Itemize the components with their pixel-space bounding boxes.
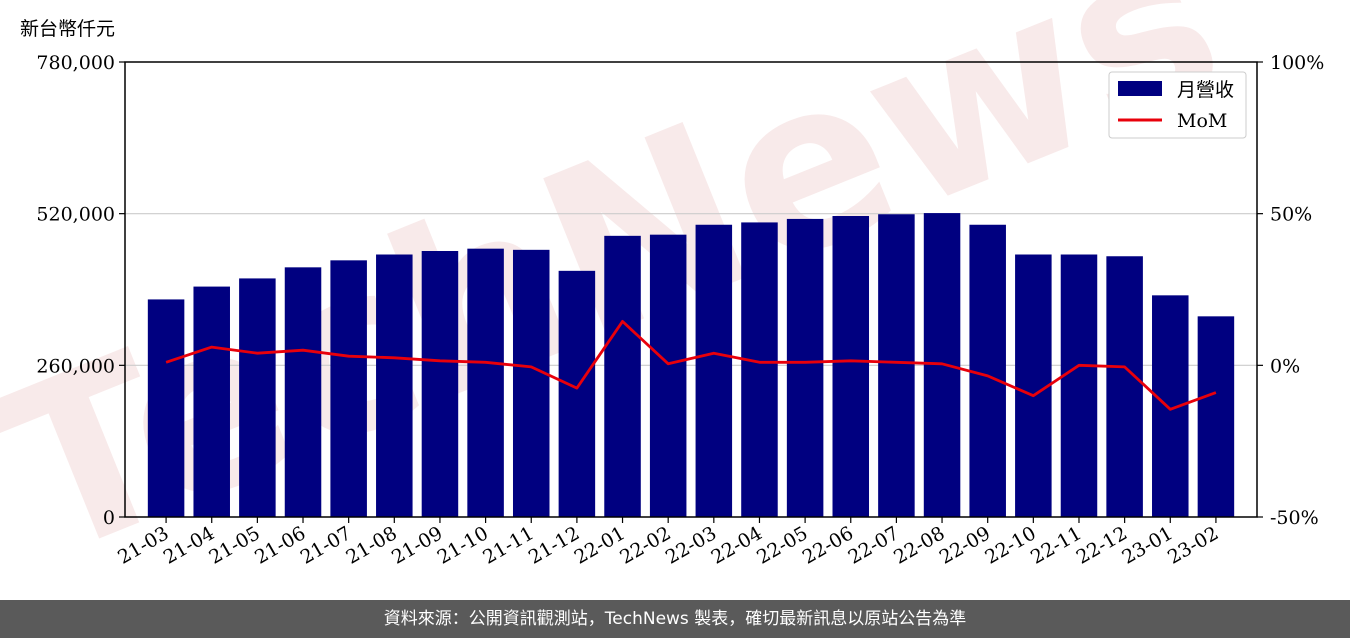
bar-22-06 [832, 216, 870, 517]
bar-22-01 [604, 235, 641, 518]
bar-22-11 [1060, 254, 1098, 517]
bar-22-04 [741, 222, 778, 517]
bar-series [147, 213, 1235, 518]
x-tick-label: 23-01 [1118, 522, 1176, 568]
x-tick-label: 22-05 [753, 522, 811, 568]
bar-22-10 [1015, 254, 1052, 517]
y-axis-right: -50% 0% 50% 100% [1257, 52, 1324, 529]
bar-21-11 [512, 249, 550, 518]
bar-22-03 [695, 224, 733, 517]
legend: 月營收 MoM [1108, 71, 1247, 139]
x-tick-label: 22-11 [1027, 522, 1085, 568]
x-tick-label: 21-12 [525, 522, 583, 568]
bar-22-12 [1106, 256, 1143, 517]
x-tick-label: 21-05 [205, 522, 263, 568]
x-tick-label: 22-04 [708, 522, 766, 568]
bar-23-01 [1152, 295, 1189, 517]
bar-22-07 [878, 214, 915, 517]
bar-22-05 [786, 218, 824, 517]
y-tick-label-right: 0% [1270, 355, 1300, 377]
x-tick-label: 21-07 [297, 522, 355, 568]
x-axis: 21-0321-0421-0521-0621-0721-0821-0921-10… [114, 517, 1222, 569]
revenue-chart: 0 260,000 520,000 780,000 -50% 0% 50% 100% 21-… [36, 52, 1324, 569]
y-tick-label-right: -50% [1270, 507, 1319, 529]
x-tick-label: 22-10 [981, 522, 1039, 568]
y-tick-label-right: 100% [1270, 52, 1324, 74]
plot-frame [124, 61, 1258, 518]
y-tick-label-left: 260,000 [36, 355, 115, 377]
bar-21-03 [147, 299, 185, 517]
mom-series [165, 319, 1217, 411]
bar-21-04 [193, 286, 230, 517]
y-axis-left: 0 260,000 520,000 780,000 [36, 52, 125, 529]
x-tick-label: 21-11 [479, 522, 537, 568]
x-tick-label: 21-04 [160, 522, 218, 568]
bar-21-09 [421, 251, 459, 517]
y-tick-label-left: 0 [103, 507, 115, 529]
x-tick-label: 22-06 [799, 522, 857, 568]
x-tick-label: 21-03 [114, 522, 172, 568]
bar-22-02 [649, 234, 687, 517]
legend-label-revenue: 月營收 [1177, 79, 1234, 101]
x-tick-label: 21-06 [251, 522, 309, 568]
bar-21-05 [239, 278, 276, 517]
x-tick-label: 22-07 [844, 522, 902, 568]
bar-23-02 [1197, 316, 1235, 517]
bar-21-10 [467, 248, 504, 517]
x-tick-label: 22-09 [936, 522, 994, 568]
bar-21-06 [284, 267, 322, 517]
y-tick-label-left: 520,000 [36, 204, 115, 226]
x-tick-label: 23-02 [1164, 522, 1222, 568]
y-axis-unit-label: 新台幣仟元 [20, 18, 116, 40]
x-tick-label: 22-02 [616, 522, 674, 568]
legend-label-mom: MoM [1177, 110, 1227, 132]
legend-swatch-revenue [1118, 81, 1162, 96]
bar-21-07 [330, 260, 367, 517]
source-footer: 資料來源：公開資訊觀測站，TechNews 製表，確切最新訊息以原站公告為準 [0, 600, 1350, 638]
y-tick-label-right: 50% [1270, 204, 1312, 226]
x-tick-label: 22-01 [571, 522, 629, 568]
x-tick-label: 22-12 [1073, 522, 1131, 568]
bar-21-12 [558, 270, 596, 517]
x-tick-label: 21-10 [434, 522, 492, 568]
mom-line [165, 319, 1217, 411]
y-tick-label-left: 780,000 [36, 52, 115, 74]
bar-21-08 [376, 254, 413, 517]
bar-22-09 [969, 224, 1006, 517]
x-tick-label: 21-08 [342, 522, 400, 568]
x-tick-label: 22-03 [662, 522, 720, 568]
x-tick-label: 21-09 [388, 522, 446, 568]
x-tick-label: 22-08 [890, 522, 948, 568]
